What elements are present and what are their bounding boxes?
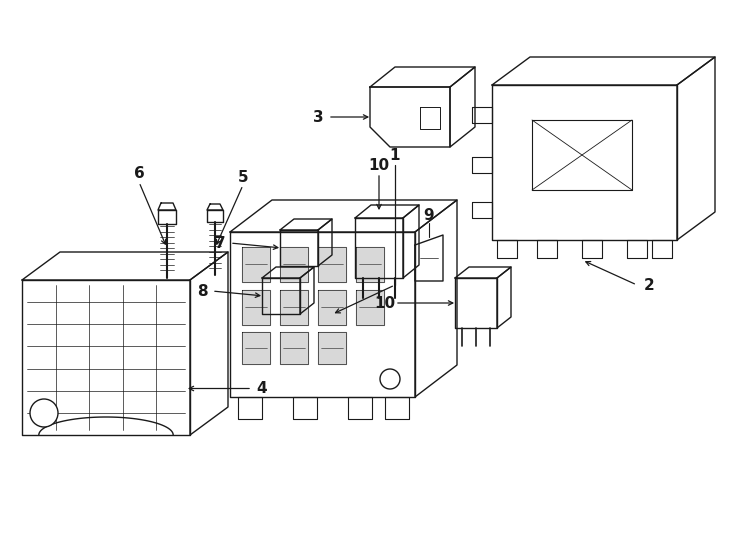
Polygon shape bbox=[207, 210, 223, 222]
Polygon shape bbox=[627, 240, 647, 258]
Polygon shape bbox=[293, 397, 317, 419]
Polygon shape bbox=[677, 57, 715, 240]
Text: 1: 1 bbox=[390, 147, 400, 163]
Polygon shape bbox=[492, 57, 715, 85]
Polygon shape bbox=[318, 332, 346, 364]
Polygon shape bbox=[300, 267, 314, 314]
Polygon shape bbox=[238, 397, 262, 419]
Polygon shape bbox=[356, 247, 384, 282]
Polygon shape bbox=[230, 232, 415, 397]
Polygon shape bbox=[262, 278, 300, 314]
Polygon shape bbox=[280, 230, 318, 266]
Polygon shape bbox=[472, 202, 492, 218]
Text: 8: 8 bbox=[197, 284, 207, 299]
Polygon shape bbox=[318, 247, 346, 282]
Polygon shape bbox=[22, 280, 190, 435]
Polygon shape bbox=[262, 267, 314, 278]
Polygon shape bbox=[532, 120, 632, 190]
Polygon shape bbox=[455, 278, 497, 328]
Polygon shape bbox=[158, 210, 176, 224]
Polygon shape bbox=[582, 240, 602, 258]
Polygon shape bbox=[472, 157, 492, 173]
Polygon shape bbox=[385, 397, 409, 419]
Polygon shape bbox=[652, 240, 672, 258]
Text: 2: 2 bbox=[644, 278, 655, 293]
Polygon shape bbox=[318, 219, 332, 266]
Polygon shape bbox=[318, 290, 346, 325]
Polygon shape bbox=[280, 247, 308, 282]
Polygon shape bbox=[450, 67, 475, 147]
Polygon shape bbox=[280, 219, 332, 230]
Polygon shape bbox=[455, 267, 511, 278]
Text: 5: 5 bbox=[238, 170, 248, 185]
Polygon shape bbox=[415, 235, 443, 281]
Circle shape bbox=[30, 399, 58, 427]
Text: 10: 10 bbox=[368, 158, 390, 172]
Text: 4: 4 bbox=[257, 381, 267, 396]
Polygon shape bbox=[415, 200, 457, 397]
Polygon shape bbox=[280, 290, 308, 325]
Polygon shape bbox=[207, 204, 223, 210]
Text: 10: 10 bbox=[374, 295, 396, 310]
Polygon shape bbox=[472, 107, 492, 123]
Polygon shape bbox=[370, 67, 475, 87]
Polygon shape bbox=[242, 247, 270, 282]
Polygon shape bbox=[497, 267, 511, 328]
Text: 3: 3 bbox=[313, 110, 323, 125]
Polygon shape bbox=[370, 87, 450, 147]
Polygon shape bbox=[242, 332, 270, 364]
Polygon shape bbox=[22, 252, 228, 280]
Text: 9: 9 bbox=[424, 207, 435, 222]
Polygon shape bbox=[230, 200, 457, 232]
Polygon shape bbox=[158, 203, 176, 210]
Text: 7: 7 bbox=[214, 235, 225, 251]
Polygon shape bbox=[537, 240, 557, 258]
Polygon shape bbox=[492, 85, 677, 240]
Polygon shape bbox=[356, 290, 384, 325]
Polygon shape bbox=[348, 397, 372, 419]
Polygon shape bbox=[355, 218, 403, 278]
Polygon shape bbox=[242, 290, 270, 325]
Polygon shape bbox=[497, 240, 517, 258]
Polygon shape bbox=[420, 107, 440, 129]
Polygon shape bbox=[280, 332, 308, 364]
Polygon shape bbox=[355, 205, 419, 218]
Circle shape bbox=[380, 369, 400, 389]
Text: 6: 6 bbox=[134, 166, 145, 181]
Polygon shape bbox=[403, 205, 419, 278]
Polygon shape bbox=[190, 252, 228, 435]
